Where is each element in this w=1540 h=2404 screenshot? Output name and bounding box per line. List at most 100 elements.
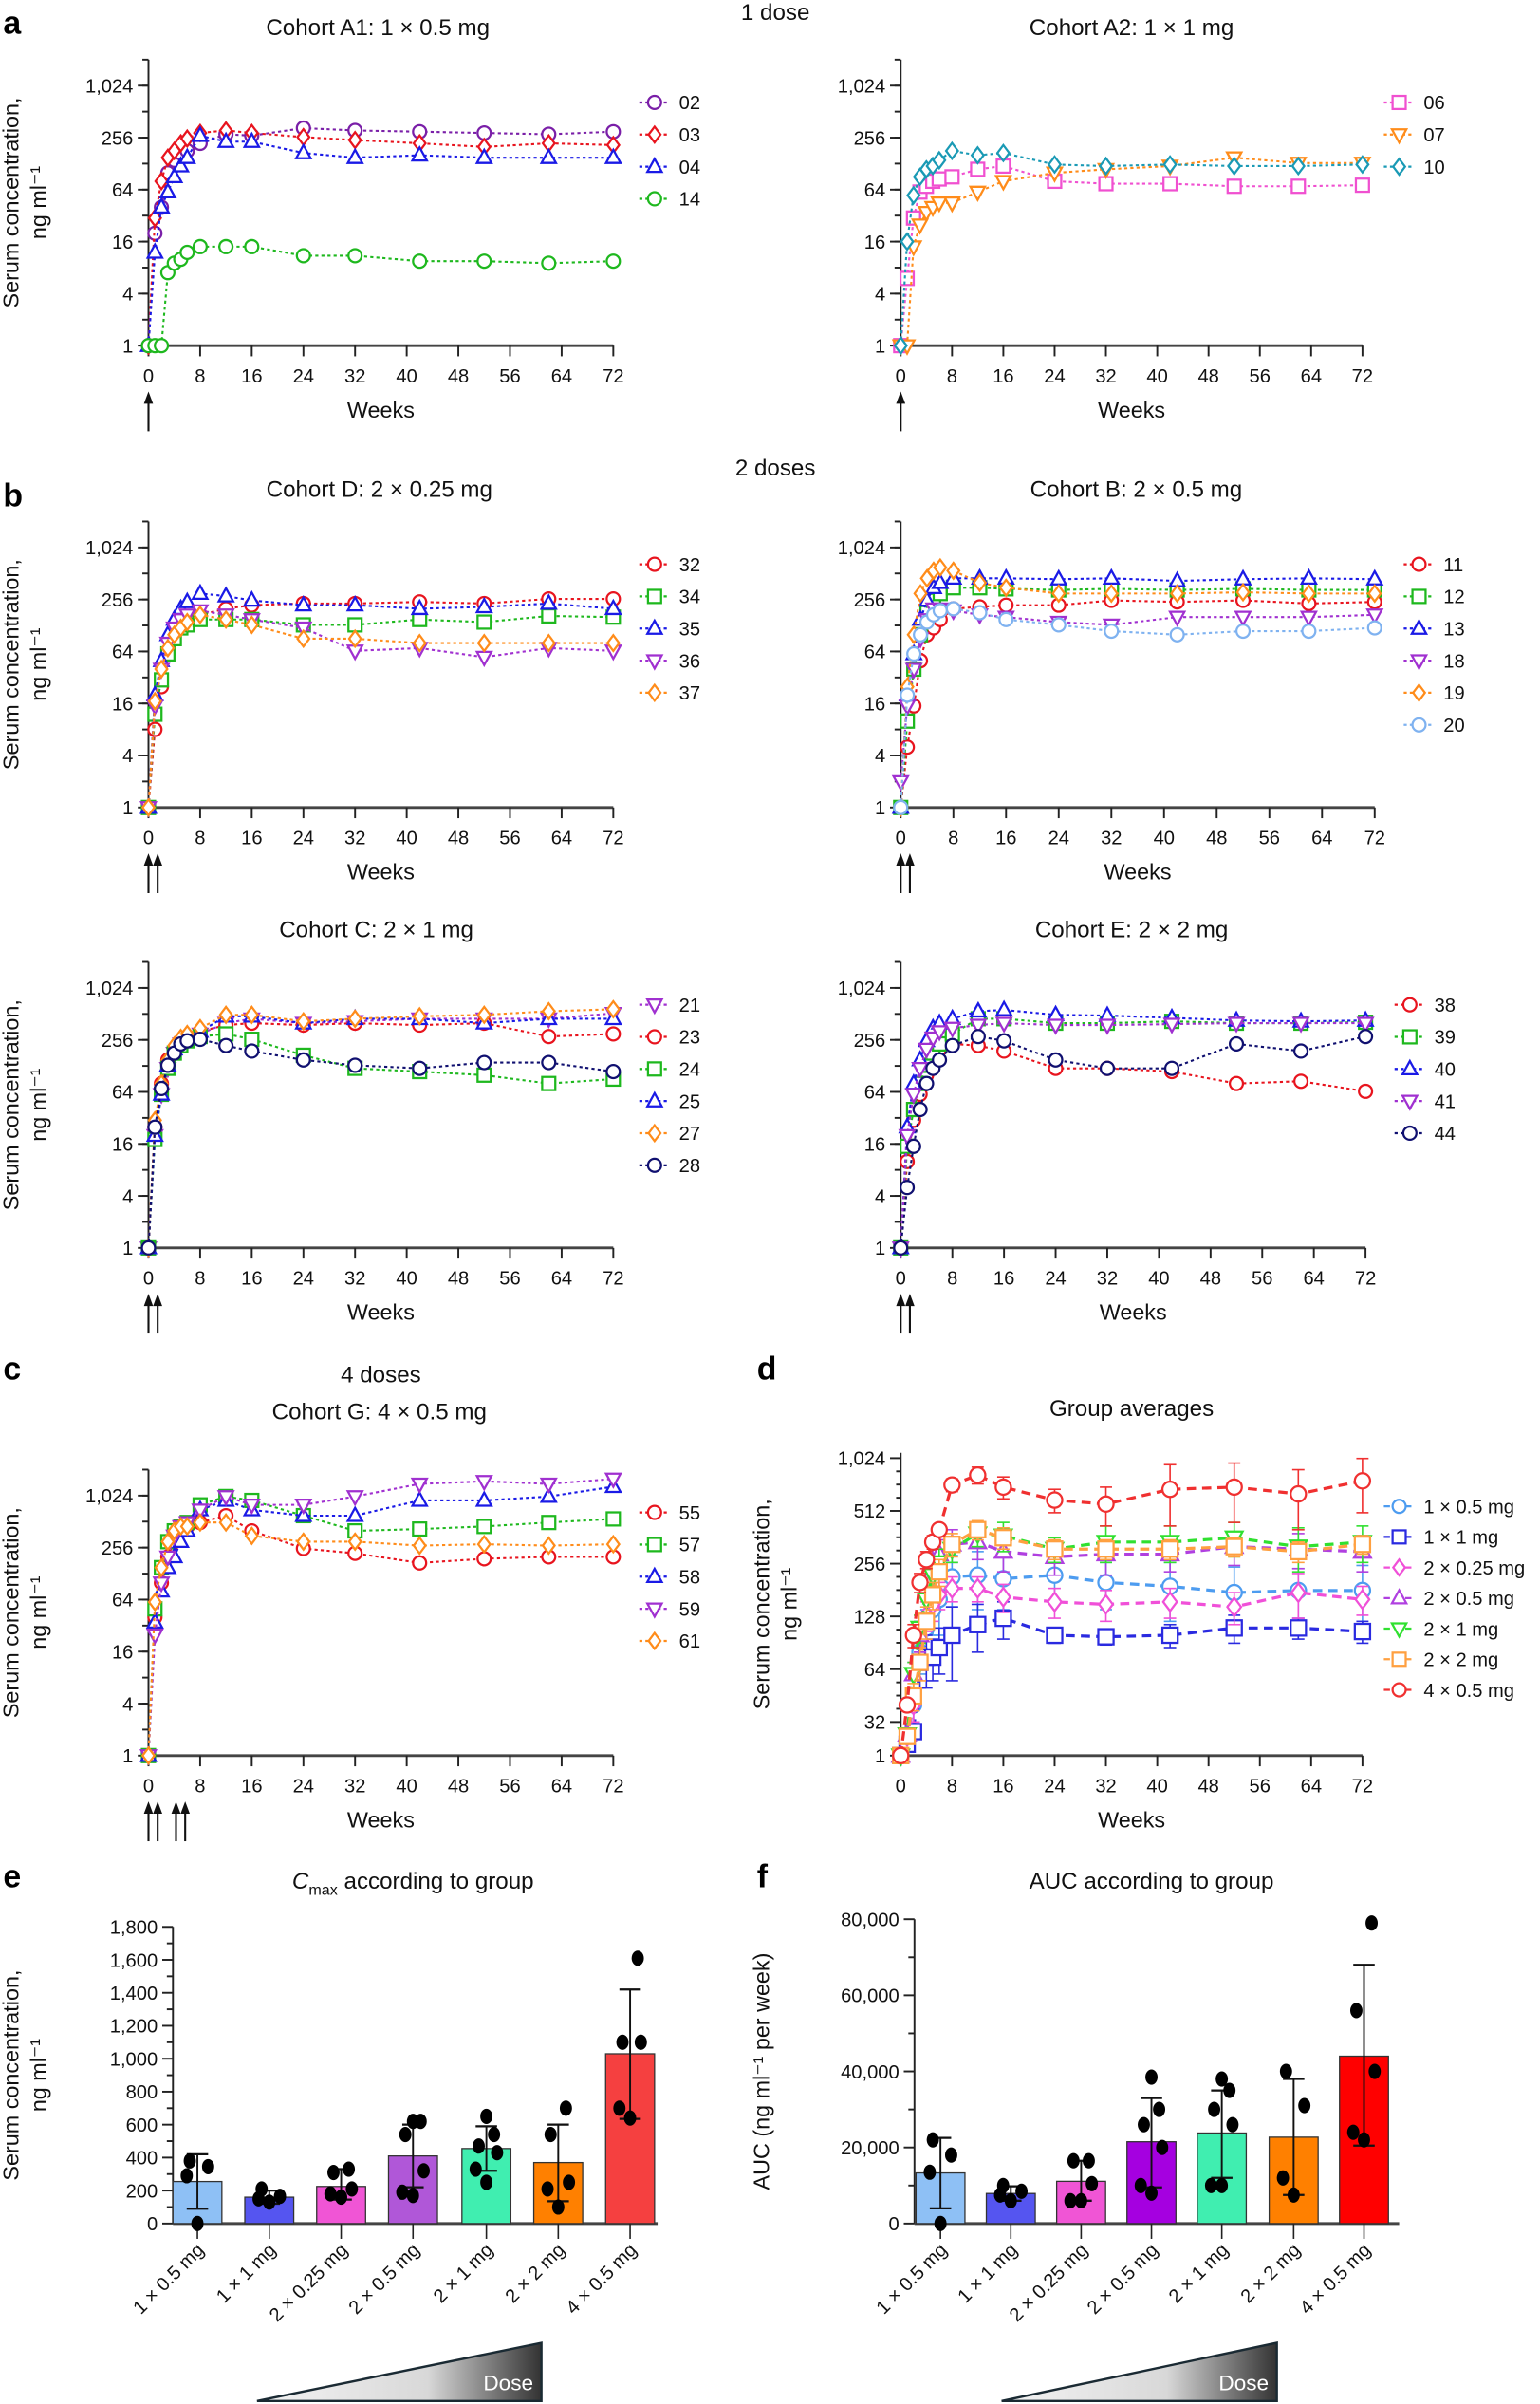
data-point	[154, 659, 169, 680]
header-two-doses: 2 doses	[735, 456, 816, 481]
dose-label: Dose	[483, 2371, 533, 2395]
legend-label: 36	[679, 651, 700, 672]
y-tick-label: 800	[126, 2082, 158, 2103]
chart-C: Cohort C: 2 × 1 mg 1 4 16 64 256 1,024 0 8 16 24 32…	[0, 918, 700, 1334]
data-point	[179, 128, 195, 149]
data-point	[1227, 156, 1242, 177]
individual-point	[488, 2127, 501, 2143]
x-tick-label: 56	[499, 1269, 520, 1290]
data-point	[218, 1513, 233, 1533]
series-line	[899, 1574, 1363, 1757]
data-point	[1358, 1029, 1374, 1045]
data-point	[945, 601, 961, 617]
data-point	[994, 999, 1013, 1016]
data-point	[900, 739, 916, 755]
data-point	[147, 1592, 162, 1612]
legend-label: 19	[1443, 683, 1464, 704]
data-point	[906, 645, 922, 662]
individual-point	[1083, 2152, 1095, 2169]
data-point	[242, 589, 261, 607]
legend-marker	[1411, 682, 1427, 703]
y-tick-label: 4	[122, 1186, 133, 1207]
legend-label: 41	[1435, 1091, 1456, 1112]
data-point	[192, 238, 208, 254]
data-point	[345, 594, 364, 612]
y-tick-label: 4	[122, 746, 133, 767]
series-38	[893, 1035, 1374, 1256]
data-point	[140, 1745, 157, 1765]
individual-point	[1145, 2069, 1158, 2085]
data-point	[1097, 1628, 1115, 1646]
title-subscript: max	[308, 1881, 337, 1898]
header-four-doses: 4 doses	[341, 1363, 421, 1388]
data-point	[1047, 1018, 1066, 1035]
individual-point	[1074, 2192, 1087, 2208]
y-tick-label: 1	[875, 798, 885, 819]
data-point	[931, 572, 950, 589]
x-tick-label: 64	[1311, 828, 1332, 848]
data-point	[476, 1519, 492, 1535]
y-tick-label: 200	[126, 2181, 158, 2202]
data-point	[944, 169, 960, 185]
data-point	[605, 1511, 622, 1527]
data-point	[412, 253, 428, 270]
data-point	[474, 650, 493, 668]
series-23	[140, 1016, 622, 1256]
individual-point	[1208, 2101, 1221, 2117]
y-axis-label: Serum concentration,	[0, 1970, 24, 2181]
y-tick-label: 16	[864, 233, 885, 253]
data-point	[1290, 1542, 1308, 1561]
data-point	[539, 147, 558, 164]
data-point	[476, 1054, 492, 1071]
data-point	[923, 1586, 942, 1604]
chart-title: Group averages	[1049, 1396, 1214, 1422]
legend-marker	[1390, 1588, 1409, 1605]
y-tick-label: 256	[854, 590, 886, 611]
data-point	[539, 1486, 558, 1503]
legend-marker	[1401, 1029, 1418, 1045]
data-point	[995, 143, 1011, 163]
data-point	[911, 1061, 930, 1079]
data-point	[296, 1532, 311, 1552]
individual-point	[1365, 1915, 1379, 1931]
legend-marker	[645, 618, 664, 635]
data-point	[158, 181, 177, 199]
y-tick-label: 16	[112, 233, 133, 253]
series-line	[147, 1514, 614, 1756]
data-point	[345, 1490, 364, 1507]
legend-marker	[1401, 1058, 1419, 1075]
legend-label: 11	[1443, 555, 1463, 576]
dose-arrow-head	[153, 853, 162, 867]
data-point	[1365, 568, 1384, 586]
legend-marker	[645, 156, 664, 174]
legend-item: 61	[639, 1631, 700, 1652]
series-25	[139, 1006, 622, 1255]
data-point	[1358, 1083, 1374, 1099]
data-point	[541, 1054, 557, 1071]
y-tick-label: 1	[122, 798, 133, 819]
data-point	[930, 1562, 949, 1581]
data-point	[1235, 582, 1251, 603]
x-tick-label: 48	[1206, 828, 1227, 848]
individual-point	[1349, 2003, 1363, 2019]
individual-point	[343, 2161, 356, 2177]
data-point	[972, 572, 988, 593]
data-point	[1049, 568, 1068, 586]
data-point	[541, 1536, 556, 1556]
legend-item: 59	[639, 1599, 700, 1620]
y-tick-label: 256	[102, 590, 134, 611]
bar-group: 4 × 0.5 mg	[562, 1950, 656, 2319]
x-tick-label: 64	[1301, 1776, 1322, 1797]
legend-label: 4 × 0.5 mg	[1423, 1681, 1514, 1702]
individual-point	[1276, 2170, 1290, 2186]
y-tick-label: 0	[888, 2214, 899, 2235]
legend-marker	[645, 654, 664, 671]
legend-item: 41	[1394, 1091, 1456, 1112]
data-point	[179, 1033, 195, 1049]
legend-label: 2 × 0.25 mg	[1423, 1558, 1525, 1579]
y-tick-label: 20,000	[841, 2138, 900, 2159]
chart-title: AUC according to group	[1030, 1869, 1274, 1894]
series-22mg	[892, 1519, 1372, 1764]
data-point	[998, 611, 1014, 627]
chart-A2: Cohort A2: 1 × 1 mg 1 4 16 64 256 1,024 0 8 16 24 3…	[838, 15, 1445, 432]
